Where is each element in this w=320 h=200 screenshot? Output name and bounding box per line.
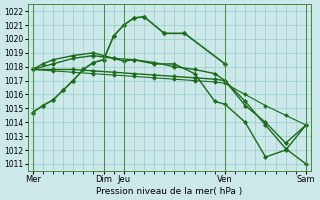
- X-axis label: Pression niveau de la mer( hPa ): Pression niveau de la mer( hPa ): [96, 187, 243, 196]
